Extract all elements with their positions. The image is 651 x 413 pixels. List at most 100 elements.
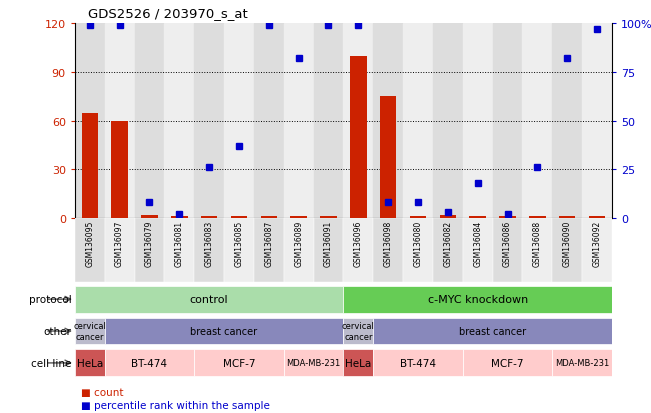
Bar (380, 97, 396, 218)
Text: GSM136087: GSM136087 (264, 221, 273, 266)
Bar (522, 218, 552, 282)
Text: ■ percentile rank within the sample: ■ percentile rank within the sample (81, 400, 270, 410)
Text: MDA-MB-231: MDA-MB-231 (555, 358, 609, 368)
Bar (439, 215, 456, 218)
Text: HeLa: HeLa (77, 358, 103, 368)
Text: GSM136091: GSM136091 (324, 221, 333, 266)
Bar (552, 218, 582, 282)
Text: GSM136092: GSM136092 (592, 221, 602, 266)
Bar (135, 24, 165, 218)
Bar (75, 286, 344, 313)
Bar (403, 218, 433, 282)
Text: HeLa: HeLa (345, 358, 372, 368)
Bar (135, 218, 165, 282)
Text: GSM136079: GSM136079 (145, 221, 154, 267)
Bar (373, 24, 403, 218)
Text: protocol: protocol (29, 294, 72, 304)
Bar (141, 215, 158, 218)
Bar (344, 24, 373, 218)
Bar (254, 218, 284, 282)
Text: GSM136096: GSM136096 (354, 221, 363, 267)
Bar (373, 350, 463, 376)
Text: c-MYC knockdown: c-MYC knockdown (428, 294, 528, 304)
Bar (260, 217, 277, 218)
Bar (75, 24, 105, 218)
Bar (493, 218, 522, 282)
Bar (230, 217, 247, 218)
Bar (373, 218, 403, 282)
Bar (582, 24, 612, 218)
Bar (314, 218, 344, 282)
Text: GSM136095: GSM136095 (85, 221, 94, 267)
Bar (194, 24, 224, 218)
Bar (589, 217, 605, 218)
Bar (582, 218, 612, 282)
Bar (164, 218, 194, 282)
Bar (344, 318, 373, 344)
Bar (284, 24, 314, 218)
Bar (254, 24, 284, 218)
Bar (75, 318, 105, 344)
Text: MCF-7: MCF-7 (223, 358, 255, 368)
Bar (194, 218, 224, 282)
Bar (75, 350, 105, 376)
Text: control: control (190, 294, 229, 304)
Text: GSM136090: GSM136090 (562, 221, 572, 267)
Bar (75, 218, 105, 282)
Bar (105, 24, 135, 218)
Bar (105, 350, 194, 376)
Text: GSM136097: GSM136097 (115, 221, 124, 267)
Bar (344, 350, 373, 376)
Bar (499, 217, 516, 218)
Bar (284, 218, 314, 282)
Text: BT-474: BT-474 (132, 358, 167, 368)
Bar (433, 218, 463, 282)
Bar (373, 318, 612, 344)
Bar (529, 217, 546, 218)
Bar (290, 217, 307, 218)
Bar (171, 217, 187, 218)
Text: breast cancer: breast cancer (459, 326, 526, 336)
Text: cervical
cancer: cervical cancer (342, 322, 375, 341)
Bar (320, 217, 337, 218)
Bar (493, 24, 522, 218)
Text: MDA-MB-231: MDA-MB-231 (286, 358, 340, 368)
Bar (469, 217, 486, 218)
Text: breast cancer: breast cancer (191, 326, 258, 336)
Text: GSM136086: GSM136086 (503, 221, 512, 266)
Bar (522, 24, 552, 218)
Bar (314, 24, 344, 218)
Text: GSM136098: GSM136098 (383, 221, 393, 266)
Bar (552, 350, 612, 376)
Bar (463, 24, 493, 218)
Bar (111, 121, 128, 218)
Text: GSM136080: GSM136080 (413, 221, 422, 266)
Text: other: other (44, 326, 72, 336)
Text: GSM136082: GSM136082 (443, 221, 452, 266)
Text: GDS2526 / 203970_s_at: GDS2526 / 203970_s_at (88, 7, 247, 20)
Bar (224, 24, 254, 218)
Bar (433, 24, 463, 218)
Text: GSM136088: GSM136088 (533, 221, 542, 266)
Text: GSM136081: GSM136081 (175, 221, 184, 266)
Bar (105, 218, 135, 282)
Text: cervical
cancer: cervical cancer (74, 322, 106, 341)
Bar (350, 57, 367, 218)
Text: GSM136084: GSM136084 (473, 221, 482, 266)
Bar (463, 218, 493, 282)
Bar (559, 217, 575, 218)
Text: GSM136089: GSM136089 (294, 221, 303, 266)
Bar (284, 350, 344, 376)
Bar (403, 24, 433, 218)
Text: GSM136083: GSM136083 (204, 221, 214, 266)
Bar (201, 217, 217, 218)
Bar (463, 350, 552, 376)
Bar (344, 286, 612, 313)
Text: BT-474: BT-474 (400, 358, 436, 368)
Bar (552, 24, 582, 218)
Text: cell line: cell line (31, 358, 72, 368)
Bar (105, 318, 344, 344)
Bar (81, 113, 98, 218)
Bar (164, 24, 194, 218)
Text: MCF-7: MCF-7 (492, 358, 524, 368)
